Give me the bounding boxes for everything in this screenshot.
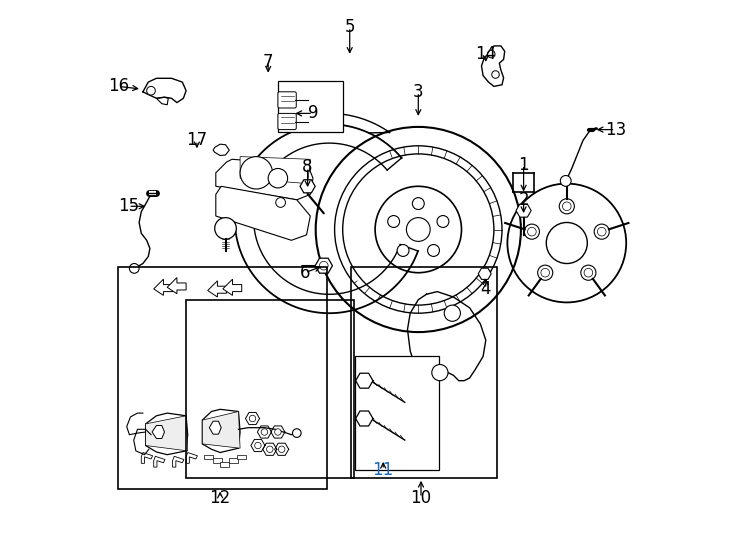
Circle shape xyxy=(235,124,424,313)
Polygon shape xyxy=(209,421,221,434)
Circle shape xyxy=(261,429,268,435)
Text: 2: 2 xyxy=(518,191,529,209)
Bar xyxy=(204,455,213,459)
Polygon shape xyxy=(216,159,313,200)
Polygon shape xyxy=(479,268,491,279)
Circle shape xyxy=(528,227,537,236)
Text: 1: 1 xyxy=(518,156,529,174)
Circle shape xyxy=(546,222,587,264)
Polygon shape xyxy=(213,144,229,156)
Circle shape xyxy=(129,264,139,273)
Polygon shape xyxy=(145,413,188,455)
Text: 14: 14 xyxy=(475,45,496,63)
Bar xyxy=(355,356,439,470)
Bar xyxy=(278,81,343,132)
Polygon shape xyxy=(223,279,241,295)
Bar xyxy=(213,458,222,463)
Circle shape xyxy=(255,442,261,449)
Circle shape xyxy=(562,202,571,211)
Text: 3: 3 xyxy=(413,83,424,101)
Circle shape xyxy=(375,186,462,273)
FancyBboxPatch shape xyxy=(278,113,297,130)
Circle shape xyxy=(275,429,281,435)
Circle shape xyxy=(240,157,272,189)
Circle shape xyxy=(292,429,301,437)
Polygon shape xyxy=(516,204,531,217)
Circle shape xyxy=(319,261,328,270)
Circle shape xyxy=(407,218,430,241)
Circle shape xyxy=(584,268,592,277)
Bar xyxy=(186,300,354,478)
FancyBboxPatch shape xyxy=(278,92,297,108)
Circle shape xyxy=(487,50,495,58)
Polygon shape xyxy=(145,416,188,451)
Text: 17: 17 xyxy=(186,131,208,150)
Circle shape xyxy=(268,168,288,188)
Circle shape xyxy=(597,227,606,236)
Circle shape xyxy=(276,198,286,207)
Text: 16: 16 xyxy=(108,77,129,96)
Text: 11: 11 xyxy=(373,461,394,479)
Circle shape xyxy=(250,415,255,422)
Bar xyxy=(220,462,229,467)
Text: 5: 5 xyxy=(344,18,355,36)
Text: 12: 12 xyxy=(209,489,230,507)
Circle shape xyxy=(397,245,409,256)
Text: 15: 15 xyxy=(117,197,139,215)
Polygon shape xyxy=(167,278,186,294)
Polygon shape xyxy=(315,258,333,273)
Circle shape xyxy=(594,224,609,239)
Polygon shape xyxy=(152,426,164,438)
Circle shape xyxy=(492,71,499,78)
Circle shape xyxy=(437,215,449,227)
Polygon shape xyxy=(153,279,172,295)
Bar xyxy=(237,455,246,459)
Circle shape xyxy=(559,199,575,214)
Circle shape xyxy=(444,305,460,321)
Polygon shape xyxy=(186,453,197,463)
Circle shape xyxy=(581,265,596,280)
Circle shape xyxy=(388,215,399,227)
Circle shape xyxy=(541,268,550,277)
Circle shape xyxy=(560,176,571,186)
Text: 4: 4 xyxy=(481,280,491,298)
Bar xyxy=(117,267,327,489)
Text: 8: 8 xyxy=(302,158,313,177)
Polygon shape xyxy=(203,409,240,453)
Circle shape xyxy=(147,86,156,95)
Polygon shape xyxy=(216,186,310,240)
Polygon shape xyxy=(153,456,165,467)
Circle shape xyxy=(413,198,424,210)
Polygon shape xyxy=(300,180,315,193)
Polygon shape xyxy=(240,157,310,184)
Circle shape xyxy=(538,265,553,280)
Circle shape xyxy=(432,364,448,381)
Circle shape xyxy=(316,127,521,332)
Text: 13: 13 xyxy=(605,120,626,139)
Text: 6: 6 xyxy=(299,264,310,282)
Text: 10: 10 xyxy=(410,489,432,507)
Polygon shape xyxy=(141,453,153,463)
Circle shape xyxy=(215,218,236,239)
Polygon shape xyxy=(203,411,240,448)
Circle shape xyxy=(524,224,539,239)
Text: 9: 9 xyxy=(308,104,319,123)
Circle shape xyxy=(278,446,285,453)
Circle shape xyxy=(428,245,440,256)
Bar xyxy=(351,267,497,478)
Text: 7: 7 xyxy=(263,53,274,71)
Polygon shape xyxy=(208,281,227,297)
Bar xyxy=(229,458,238,463)
Circle shape xyxy=(266,446,273,453)
Circle shape xyxy=(507,184,626,302)
Polygon shape xyxy=(172,456,184,467)
